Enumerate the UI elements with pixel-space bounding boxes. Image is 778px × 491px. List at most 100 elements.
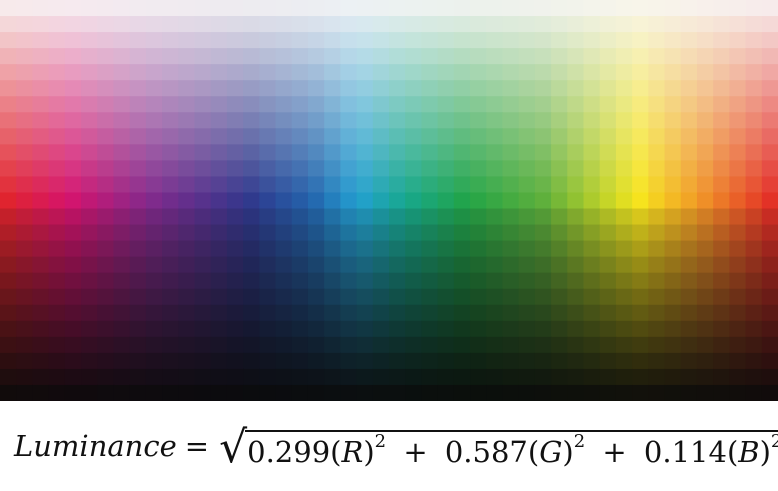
color-cell xyxy=(259,256,277,274)
color-cell xyxy=(729,272,747,290)
color-cell xyxy=(502,192,520,210)
color-cell xyxy=(729,112,747,129)
color-cell xyxy=(32,80,50,97)
color-cell xyxy=(713,224,730,242)
term-green: 0.587(G)2 xyxy=(444,430,586,469)
color-cell xyxy=(64,16,82,33)
color-cell xyxy=(437,336,455,354)
color-cell xyxy=(389,48,406,65)
color-cell xyxy=(145,160,163,178)
color-cell xyxy=(470,80,487,97)
color-cell xyxy=(680,112,698,129)
color-cell xyxy=(567,272,585,290)
color-cell xyxy=(761,208,778,226)
color-cell xyxy=(437,112,455,129)
color-cell xyxy=(162,32,179,49)
color-cell xyxy=(648,112,666,129)
color-cell xyxy=(340,368,358,386)
color-cell xyxy=(16,288,34,306)
color-cell xyxy=(145,192,163,210)
color-cell xyxy=(680,256,698,274)
color-cell xyxy=(194,128,212,145)
exponent-red: 2 xyxy=(374,430,387,452)
color-cell xyxy=(48,48,66,65)
color-cell xyxy=(470,288,487,306)
color-cell xyxy=(696,80,714,97)
color-cell xyxy=(713,64,730,81)
color-cell xyxy=(502,160,520,178)
color-cell xyxy=(0,272,17,290)
color-cell xyxy=(145,336,163,354)
color-cell xyxy=(486,320,504,338)
color-cell xyxy=(470,320,487,338)
color-cell xyxy=(291,80,309,97)
color-cell xyxy=(615,0,633,17)
color-cell xyxy=(275,320,293,338)
color-cell xyxy=(210,16,228,33)
color-cell xyxy=(567,32,585,49)
color-cell xyxy=(178,320,196,338)
color-cell xyxy=(291,128,309,145)
color-cell xyxy=(372,112,390,129)
color-cell xyxy=(632,384,649,401)
color-cell xyxy=(307,128,325,145)
color-cell xyxy=(259,368,277,386)
color-cell xyxy=(567,144,585,161)
color-cell xyxy=(129,32,147,49)
color-cell xyxy=(97,304,115,322)
color-cell xyxy=(162,48,179,65)
color-cell xyxy=(632,160,649,178)
color-cell xyxy=(178,96,196,113)
color-cell xyxy=(583,368,601,386)
color-cell xyxy=(486,112,504,129)
color-cell xyxy=(502,352,520,370)
color-cell xyxy=(0,224,17,242)
color-cell xyxy=(32,352,50,370)
color-cell xyxy=(64,176,82,194)
color-cell xyxy=(389,16,406,33)
color-cell xyxy=(48,144,66,161)
color-cell xyxy=(713,112,730,129)
color-cell xyxy=(648,288,666,306)
color-cell xyxy=(356,368,374,386)
color-cell xyxy=(81,0,98,17)
color-cell xyxy=(567,64,585,81)
color-cell xyxy=(226,384,244,401)
color-cell xyxy=(518,320,536,338)
color-cell xyxy=(48,32,66,49)
color-cell xyxy=(453,32,471,49)
color-cell xyxy=(664,144,682,161)
color-cell xyxy=(243,320,260,338)
color-cell xyxy=(275,160,293,178)
color-cell xyxy=(32,240,50,258)
color-cell xyxy=(599,320,617,338)
color-cell xyxy=(307,80,325,97)
color-cell xyxy=(226,224,244,242)
color-cell xyxy=(129,0,147,17)
color-cell xyxy=(291,304,309,322)
color-cell xyxy=(518,256,536,274)
color-cell xyxy=(583,96,601,113)
color-cell xyxy=(583,80,601,97)
color-cell xyxy=(437,16,455,33)
color-cell xyxy=(210,224,228,242)
color-cell xyxy=(745,144,763,161)
color-cell xyxy=(713,32,730,49)
color-cell xyxy=(583,224,601,242)
color-cell xyxy=(372,368,390,386)
color-cell xyxy=(453,352,471,370)
color-cell xyxy=(64,144,82,161)
exponent-blue: 2 xyxy=(770,430,778,452)
color-cell xyxy=(307,256,325,274)
color-cell xyxy=(16,144,34,161)
color-cell xyxy=(470,336,487,354)
color-cell xyxy=(583,176,601,194)
color-cell xyxy=(64,160,82,178)
color-cell xyxy=(470,144,487,161)
color-cell xyxy=(502,128,520,145)
color-cell xyxy=(551,0,568,17)
color-cell xyxy=(97,144,115,161)
color-cell xyxy=(162,320,179,338)
color-cell xyxy=(437,192,455,210)
color-cell xyxy=(486,336,504,354)
